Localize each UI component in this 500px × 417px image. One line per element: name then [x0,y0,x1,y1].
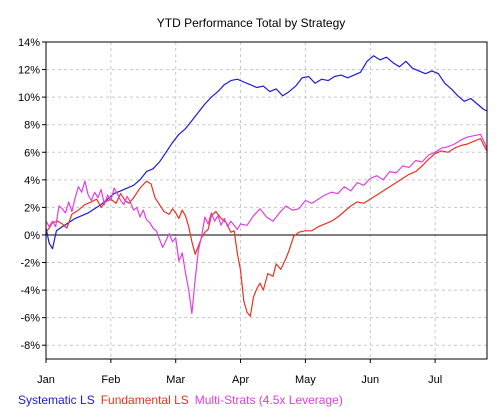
y-tick-label: 2% [24,202,40,214]
y-tick-label: 6% [24,147,40,159]
y-tick-label: -6% [20,313,40,325]
x-tick-label: Apr [232,374,249,386]
legend-entry: Fundamental LS [101,393,189,407]
y-tick-label: 10% [18,92,40,104]
plot-area-frame [45,41,488,360]
chart-title: YTD Performance Total by Strategy [157,16,346,30]
series-line-1 [45,137,488,317]
y-tick-label: 0% [24,230,40,242]
y-axis-ticks: 14% 12% 10% 8% 6% 4% 2% 0% -2% -4% -6% -8% [18,37,46,352]
y-tick-label: -2% [20,258,40,270]
y-tick-label: -4% [20,285,40,297]
x-tick-label: Jun [361,374,379,386]
series-lines [45,55,488,317]
x-tick-label: May [295,374,316,386]
x-axis-ticks: Jan Feb Mar Apr May Jun Jul [37,359,442,386]
x-tick-label: Jul [428,374,442,386]
x-tick-label: Jan [37,374,55,386]
y-tick-label: -8% [20,340,40,352]
y-tick-label: 4% [24,175,40,187]
legend-entry: Systematic LS [18,393,95,407]
series-line-2 [45,133,488,315]
x-tick-label: Feb [101,374,120,386]
y-tick-label: 8% [24,120,40,132]
legend-entry: Multi-Strats (4.5x Leverage) [195,393,343,407]
legend: Systematic LS Fundamental LS Multi-Strats … [18,393,343,407]
x-tick-label: Mar [166,374,185,386]
y-tick-label: 14% [18,37,40,49]
y-tick-label: 12% [18,65,40,77]
